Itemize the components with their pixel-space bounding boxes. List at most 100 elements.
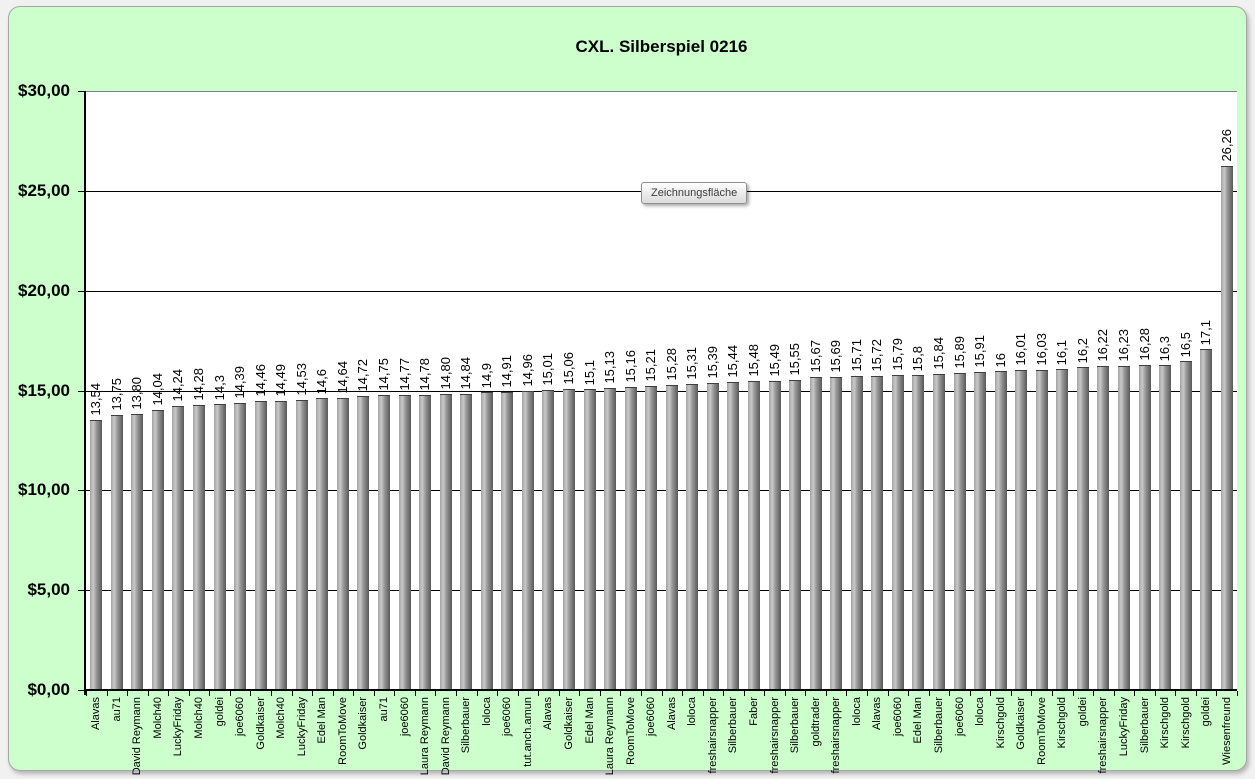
- x-axis-tick: [271, 691, 272, 696]
- bar[interactable]: [851, 376, 863, 690]
- bar[interactable]: [1036, 370, 1048, 690]
- y-axis-tick: [78, 490, 86, 491]
- bar[interactable]: [522, 391, 534, 690]
- bar[interactable]: [357, 396, 369, 690]
- bar[interactable]: [296, 400, 308, 690]
- x-axis-tick: [805, 691, 806, 696]
- bar[interactable]: [563, 389, 575, 690]
- bar[interactable]: [275, 401, 287, 690]
- bar[interactable]: [584, 389, 596, 690]
- bar-value-label: 14,72: [355, 359, 370, 392]
- bar-value-label: 15,71: [849, 339, 864, 372]
- bar[interactable]: [255, 401, 267, 690]
- category-label: Edel Man: [316, 697, 328, 744]
- bar-value-label: 15,06: [561, 352, 576, 385]
- bar-value-label: 16,2: [1075, 337, 1090, 363]
- bar[interactable]: [131, 414, 143, 690]
- bar[interactable]: [111, 415, 123, 690]
- gridline: [86, 490, 1237, 491]
- bar-value-label: 16,5: [1178, 331, 1193, 357]
- bar[interactable]: [871, 376, 883, 690]
- x-axis-tick: [209, 691, 210, 696]
- gridline: [86, 590, 1237, 591]
- bar[interactable]: [378, 395, 390, 690]
- bar-value-label: 14,24: [170, 369, 185, 402]
- bar-value-label: 14,91: [499, 355, 514, 388]
- category-label: Molch40: [275, 697, 287, 739]
- category-label: loloca: [481, 697, 493, 726]
- bar[interactable]: [625, 387, 637, 690]
- x-axis-tick: [1216, 691, 1217, 696]
- category-label: David Reymann: [440, 697, 452, 776]
- bar[interactable]: [748, 381, 760, 690]
- bar[interactable]: [666, 385, 678, 690]
- bar[interactable]: [214, 404, 226, 690]
- x-axis-tick: [1073, 691, 1074, 696]
- category-label: goldei: [1200, 697, 1212, 727]
- bar[interactable]: [995, 371, 1007, 690]
- gridline: [86, 291, 1237, 292]
- bar[interactable]: [501, 392, 513, 690]
- bar[interactable]: [419, 395, 431, 690]
- bar-value-label: 15,72: [869, 339, 884, 372]
- bar[interactable]: [974, 372, 986, 690]
- gridline: [86, 91, 1237, 92]
- bar-value-label: 16: [993, 352, 1008, 367]
- bar[interactable]: [337, 398, 349, 690]
- bar[interactable]: [933, 374, 945, 690]
- bar[interactable]: [1056, 369, 1068, 690]
- bar[interactable]: [481, 392, 493, 690]
- category-label: Goldkaiser: [255, 697, 267, 750]
- bar[interactable]: [912, 375, 924, 690]
- bar[interactable]: [892, 375, 904, 690]
- bar-value-label: 16,28: [1137, 328, 1152, 361]
- bar[interactable]: [1118, 366, 1130, 690]
- bar[interactable]: [789, 380, 801, 690]
- bar[interactable]: [172, 406, 184, 690]
- bar-value-label: 15,49: [767, 344, 782, 377]
- x-axis-tick: [538, 691, 539, 696]
- bar[interactable]: [1139, 365, 1151, 690]
- bar[interactable]: [727, 382, 739, 690]
- x-axis-tick: [168, 691, 169, 696]
- bar[interactable]: [1180, 361, 1192, 690]
- bar[interactable]: [810, 377, 822, 690]
- bar[interactable]: [604, 388, 616, 690]
- bar[interactable]: [1159, 365, 1171, 690]
- category-label: joe6060: [399, 697, 411, 737]
- bar[interactable]: [645, 386, 657, 690]
- bar-value-label: 15,28: [664, 348, 679, 381]
- bar[interactable]: [1221, 166, 1233, 690]
- x-axis-tick: [1155, 691, 1156, 696]
- category-label: Wiesenfreund: [1221, 697, 1233, 765]
- bar[interactable]: [954, 373, 966, 690]
- bar[interactable]: [90, 420, 102, 690]
- bar[interactable]: [460, 394, 472, 690]
- x-axis-tick: [970, 691, 971, 696]
- category-label: Goldkaiser: [563, 697, 575, 750]
- x-axis-tick: [1134, 691, 1135, 696]
- bar[interactable]: [1077, 367, 1089, 690]
- bar[interactable]: [686, 384, 698, 690]
- category-label: goldei: [1077, 697, 1089, 727]
- chart-title[interactable]: CXL. Silberspiel 0216: [575, 37, 748, 56]
- category-label: loloca: [974, 697, 986, 726]
- bar[interactable]: [830, 377, 842, 690]
- bar[interactable]: [769, 381, 781, 690]
- bar[interactable]: [1015, 370, 1027, 690]
- bar[interactable]: [1200, 349, 1212, 690]
- x-axis-tick: [518, 691, 519, 696]
- bar-value-label: 13,80: [129, 377, 144, 410]
- bar[interactable]: [1097, 366, 1109, 690]
- bar-value-label: 14,53: [294, 363, 309, 396]
- bar[interactable]: [542, 390, 554, 690]
- category-label: Faber: [748, 697, 760, 726]
- bar[interactable]: [399, 395, 411, 690]
- bar[interactable]: [440, 394, 452, 690]
- bar[interactable]: [193, 405, 205, 690]
- bar[interactable]: [316, 398, 328, 690]
- bar[interactable]: [707, 383, 719, 690]
- bar[interactable]: [234, 403, 246, 690]
- bar[interactable]: [152, 410, 164, 690]
